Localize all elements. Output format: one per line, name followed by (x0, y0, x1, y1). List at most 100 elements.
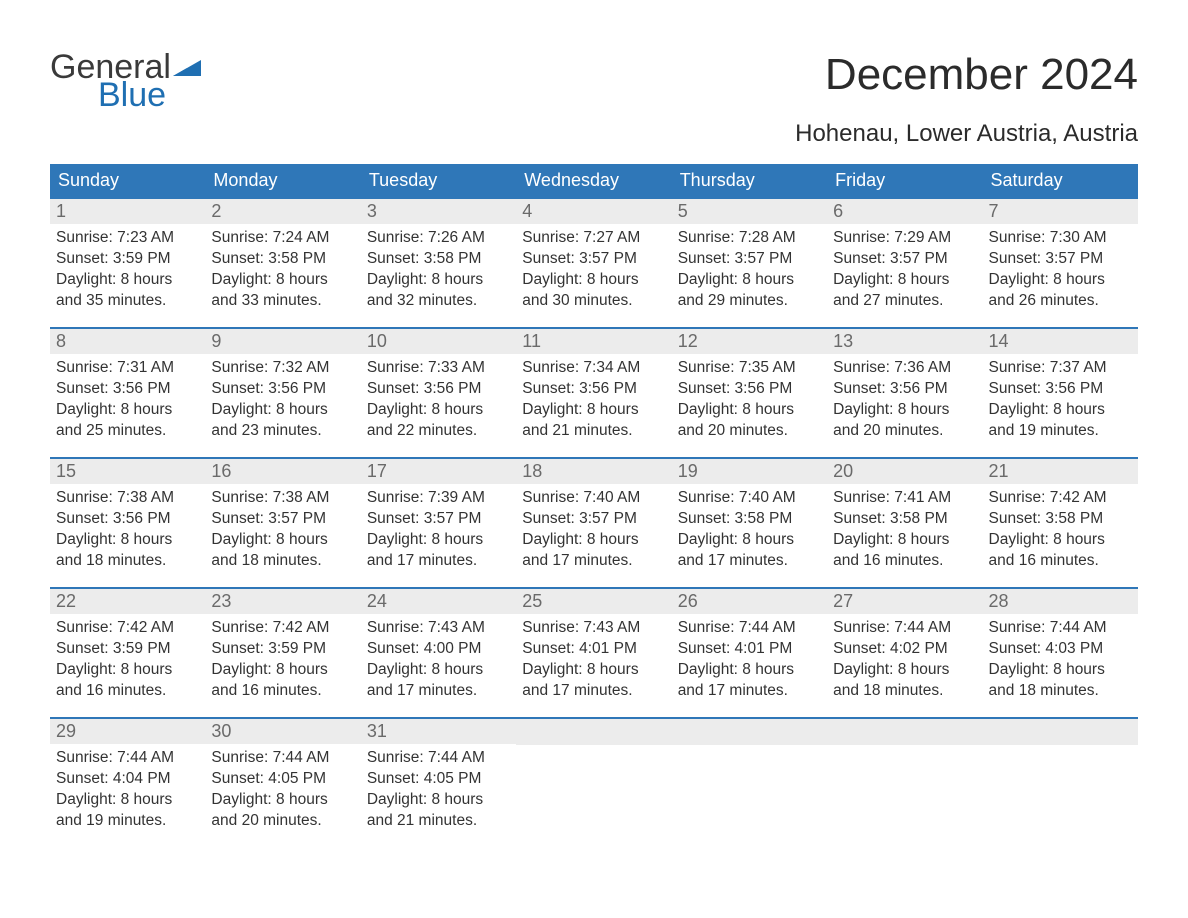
sunset-text: Sunset: 3:58 PM (678, 509, 821, 530)
location-text: Hohenau, Lower Austria, Austria (50, 120, 1138, 148)
day-cell: 8Sunrise: 7:31 AMSunset: 3:56 PMDaylight… (50, 329, 205, 457)
day-number: 23 (205, 589, 360, 614)
sunrise-text: Sunrise: 7:40 AM (522, 488, 665, 509)
sunrise-text: Sunrise: 7:38 AM (56, 488, 199, 509)
dow-cell: Saturday (983, 164, 1138, 197)
day-cell: 31Sunrise: 7:44 AMSunset: 4:05 PMDayligh… (361, 719, 516, 847)
day-body: Sunrise: 7:44 AMSunset: 4:02 PMDaylight:… (827, 614, 982, 702)
sunset-text: Sunset: 3:56 PM (989, 379, 1132, 400)
day-body: Sunrise: 7:43 AMSunset: 4:00 PMDaylight:… (361, 614, 516, 702)
daylight-text: Daylight: 8 hours (522, 530, 665, 551)
sunset-text: Sunset: 3:59 PM (211, 639, 354, 660)
sunset-text: Sunset: 3:56 PM (678, 379, 821, 400)
daylight-text: Daylight: 8 hours (367, 790, 510, 811)
week-row: 15Sunrise: 7:38 AMSunset: 3:56 PMDayligh… (50, 457, 1138, 587)
daylight-text: Daylight: 8 hours (367, 270, 510, 291)
sunset-text: Sunset: 3:57 PM (211, 509, 354, 530)
sunset-text: Sunset: 3:56 PM (56, 509, 199, 530)
sunset-text: Sunset: 4:02 PM (833, 639, 976, 660)
day-body: Sunrise: 7:42 AMSunset: 3:58 PMDaylight:… (983, 484, 1138, 572)
day-number: 7 (983, 199, 1138, 224)
daylight-text: and 17 minutes. (522, 551, 665, 572)
daylight-text: and 16 minutes. (989, 551, 1132, 572)
daylight-text: Daylight: 8 hours (678, 660, 821, 681)
week-row: 29Sunrise: 7:44 AMSunset: 4:04 PMDayligh… (50, 717, 1138, 847)
daylight-text: Daylight: 8 hours (678, 270, 821, 291)
day-body: Sunrise: 7:29 AMSunset: 3:57 PMDaylight:… (827, 224, 982, 312)
day-cell (827, 719, 982, 847)
day-body: Sunrise: 7:44 AMSunset: 4:05 PMDaylight:… (205, 744, 360, 832)
sunrise-text: Sunrise: 7:34 AM (522, 358, 665, 379)
sunrise-text: Sunrise: 7:28 AM (678, 228, 821, 249)
sunrise-text: Sunrise: 7:38 AM (211, 488, 354, 509)
day-number: 27 (827, 589, 982, 614)
daylight-text: and 17 minutes. (367, 551, 510, 572)
day-number: 15 (50, 459, 205, 484)
day-number: 17 (361, 459, 516, 484)
day-body: Sunrise: 7:27 AMSunset: 3:57 PMDaylight:… (516, 224, 671, 312)
sunrise-text: Sunrise: 7:23 AM (56, 228, 199, 249)
daylight-text: and 35 minutes. (56, 291, 199, 312)
daylight-text: Daylight: 8 hours (367, 530, 510, 551)
daylight-text: Daylight: 8 hours (211, 270, 354, 291)
day-cell: 28Sunrise: 7:44 AMSunset: 4:03 PMDayligh… (983, 589, 1138, 717)
day-body: Sunrise: 7:44 AMSunset: 4:03 PMDaylight:… (983, 614, 1138, 702)
day-body: Sunrise: 7:39 AMSunset: 3:57 PMDaylight:… (361, 484, 516, 572)
sunset-text: Sunset: 3:57 PM (522, 249, 665, 270)
day-body: Sunrise: 7:38 AMSunset: 3:56 PMDaylight:… (50, 484, 205, 572)
day-body: Sunrise: 7:40 AMSunset: 3:57 PMDaylight:… (516, 484, 671, 572)
day-cell: 14Sunrise: 7:37 AMSunset: 3:56 PMDayligh… (983, 329, 1138, 457)
sunset-text: Sunset: 4:04 PM (56, 769, 199, 790)
sunrise-text: Sunrise: 7:29 AM (833, 228, 976, 249)
daylight-text: and 21 minutes. (522, 421, 665, 442)
day-cell: 24Sunrise: 7:43 AMSunset: 4:00 PMDayligh… (361, 589, 516, 717)
sunset-text: Sunset: 4:03 PM (989, 639, 1132, 660)
sunrise-text: Sunrise: 7:30 AM (989, 228, 1132, 249)
sunrise-text: Sunrise: 7:43 AM (367, 618, 510, 639)
day-number: 30 (205, 719, 360, 744)
logo: General Blue (50, 50, 203, 112)
daylight-text: and 17 minutes. (367, 681, 510, 702)
day-number: 11 (516, 329, 671, 354)
sunset-text: Sunset: 3:57 PM (522, 509, 665, 530)
daylight-text: and 32 minutes. (367, 291, 510, 312)
daylight-text: Daylight: 8 hours (211, 790, 354, 811)
day-body: Sunrise: 7:30 AMSunset: 3:57 PMDaylight:… (983, 224, 1138, 312)
day-cell (983, 719, 1138, 847)
sunset-text: Sunset: 3:59 PM (56, 639, 199, 660)
daylight-text: Daylight: 8 hours (367, 400, 510, 421)
day-cell (516, 719, 671, 847)
daylight-text: Daylight: 8 hours (211, 530, 354, 551)
empty-day-bar (983, 719, 1138, 745)
day-cell: 15Sunrise: 7:38 AMSunset: 3:56 PMDayligh… (50, 459, 205, 587)
day-number: 26 (672, 589, 827, 614)
sunset-text: Sunset: 4:01 PM (678, 639, 821, 660)
day-cell: 20Sunrise: 7:41 AMSunset: 3:58 PMDayligh… (827, 459, 982, 587)
day-number: 9 (205, 329, 360, 354)
daylight-text: Daylight: 8 hours (522, 660, 665, 681)
day-number: 2 (205, 199, 360, 224)
sunrise-text: Sunrise: 7:32 AM (211, 358, 354, 379)
daylight-text: Daylight: 8 hours (989, 660, 1132, 681)
week-row: 22Sunrise: 7:42 AMSunset: 3:59 PMDayligh… (50, 587, 1138, 717)
day-body: Sunrise: 7:26 AMSunset: 3:58 PMDaylight:… (361, 224, 516, 312)
daylight-text: and 17 minutes. (678, 681, 821, 702)
day-body: Sunrise: 7:28 AMSunset: 3:57 PMDaylight:… (672, 224, 827, 312)
day-cell: 3Sunrise: 7:26 AMSunset: 3:58 PMDaylight… (361, 199, 516, 327)
daylight-text: and 16 minutes. (833, 551, 976, 572)
day-body: Sunrise: 7:38 AMSunset: 3:57 PMDaylight:… (205, 484, 360, 572)
day-body: Sunrise: 7:42 AMSunset: 3:59 PMDaylight:… (205, 614, 360, 702)
daylight-text: and 18 minutes. (989, 681, 1132, 702)
day-body: Sunrise: 7:32 AMSunset: 3:56 PMDaylight:… (205, 354, 360, 442)
sunset-text: Sunset: 3:57 PM (367, 509, 510, 530)
sunrise-text: Sunrise: 7:27 AM (522, 228, 665, 249)
day-body: Sunrise: 7:33 AMSunset: 3:56 PMDaylight:… (361, 354, 516, 442)
empty-day-bar (516, 719, 671, 745)
day-cell: 17Sunrise: 7:39 AMSunset: 3:57 PMDayligh… (361, 459, 516, 587)
day-number: 12 (672, 329, 827, 354)
daylight-text: and 20 minutes. (678, 421, 821, 442)
daylight-text: Daylight: 8 hours (211, 660, 354, 681)
daylight-text: Daylight: 8 hours (522, 400, 665, 421)
day-cell: 6Sunrise: 7:29 AMSunset: 3:57 PMDaylight… (827, 199, 982, 327)
sunrise-text: Sunrise: 7:44 AM (833, 618, 976, 639)
